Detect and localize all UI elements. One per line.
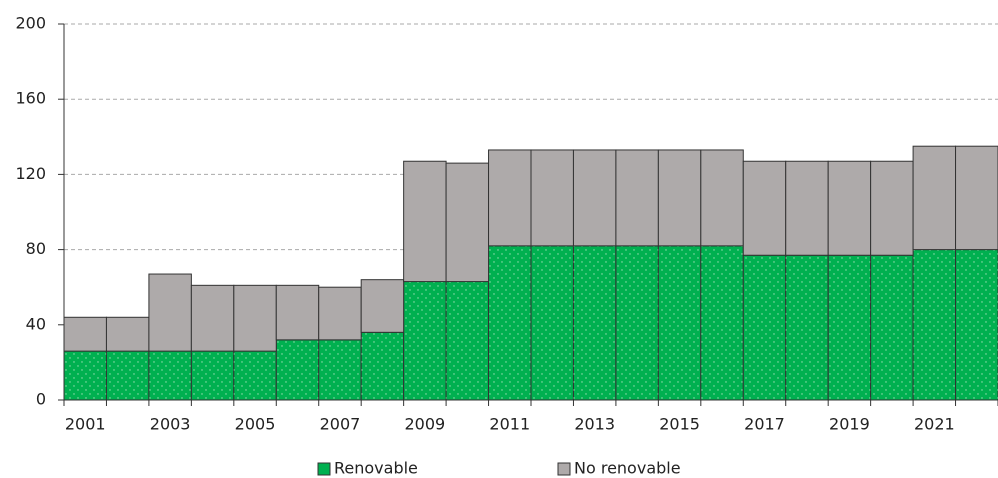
x-tick-label: 2017 — [744, 415, 785, 434]
bar-texture — [615, 245, 659, 400]
bar-segment — [190, 284, 235, 352]
bar-segment — [572, 149, 617, 247]
x-tick-label: 2019 — [829, 415, 870, 434]
bar-texture — [446, 281, 489, 400]
bar-segment — [955, 145, 998, 251]
bar-texture — [700, 245, 744, 400]
bar-segment — [827, 160, 872, 256]
x-tick-label: 2013 — [574, 415, 615, 434]
legend-swatch — [557, 462, 571, 476]
x-tick-label: 2009 — [405, 415, 446, 434]
bar-texture — [403, 281, 447, 400]
bar-texture — [955, 249, 998, 400]
y-tick-label: 200 — [15, 14, 46, 33]
bar-segment — [275, 284, 320, 341]
bar-segment — [360, 279, 405, 333]
bar-segment — [742, 160, 787, 256]
bar-segment — [105, 316, 150, 352]
bar-segment — [445, 162, 490, 283]
y-tick-label: 40 — [26, 314, 46, 333]
bar-texture — [148, 351, 192, 400]
bar-texture — [191, 351, 234, 400]
x-tick-label: 2007 — [320, 415, 361, 434]
bar-segment — [530, 149, 574, 247]
bar-segment — [403, 160, 447, 283]
x-tick-label: 2005 — [235, 415, 276, 434]
bar-texture — [233, 351, 277, 400]
bar-segment — [657, 149, 702, 247]
bar-texture — [106, 351, 149, 400]
legend-label: Renovable — [334, 459, 418, 478]
bar-segment — [488, 149, 532, 247]
bar-texture — [870, 255, 914, 400]
bar-segment — [870, 160, 914, 256]
y-tick-label: 0 — [36, 390, 46, 409]
y-tick-label: 120 — [15, 164, 46, 183]
y-tick-label: 160 — [15, 89, 46, 108]
bar-texture — [828, 255, 871, 400]
bar-segment — [912, 145, 957, 251]
bar-segment — [148, 273, 192, 352]
bar-texture — [361, 332, 404, 400]
x-tick-label: 2001 — [65, 415, 106, 434]
bar-texture — [531, 245, 574, 400]
bar-segment — [700, 149, 744, 247]
bar-texture — [488, 245, 531, 400]
bar-texture — [64, 351, 107, 400]
bar-segment — [318, 286, 362, 341]
bar-texture — [318, 339, 362, 400]
bar-segment — [785, 160, 829, 256]
bar-segment — [63, 316, 107, 352]
legend-label: No renovable — [574, 459, 681, 478]
bar-texture — [276, 339, 319, 400]
bar-texture — [785, 255, 829, 400]
bar-texture — [743, 255, 786, 400]
bar-texture — [658, 245, 701, 400]
bar-texture — [573, 245, 616, 400]
legend-swatch — [317, 462, 331, 476]
x-tick-label: 2011 — [489, 415, 530, 434]
x-tick-label: 2015 — [659, 415, 700, 434]
x-tick-label: 2021 — [914, 415, 955, 434]
bar-segment — [233, 284, 277, 352]
bar-segment — [615, 149, 659, 247]
x-tick-label: 2003 — [150, 415, 191, 434]
y-tick-label: 80 — [26, 239, 46, 258]
bar-texture — [913, 249, 956, 400]
